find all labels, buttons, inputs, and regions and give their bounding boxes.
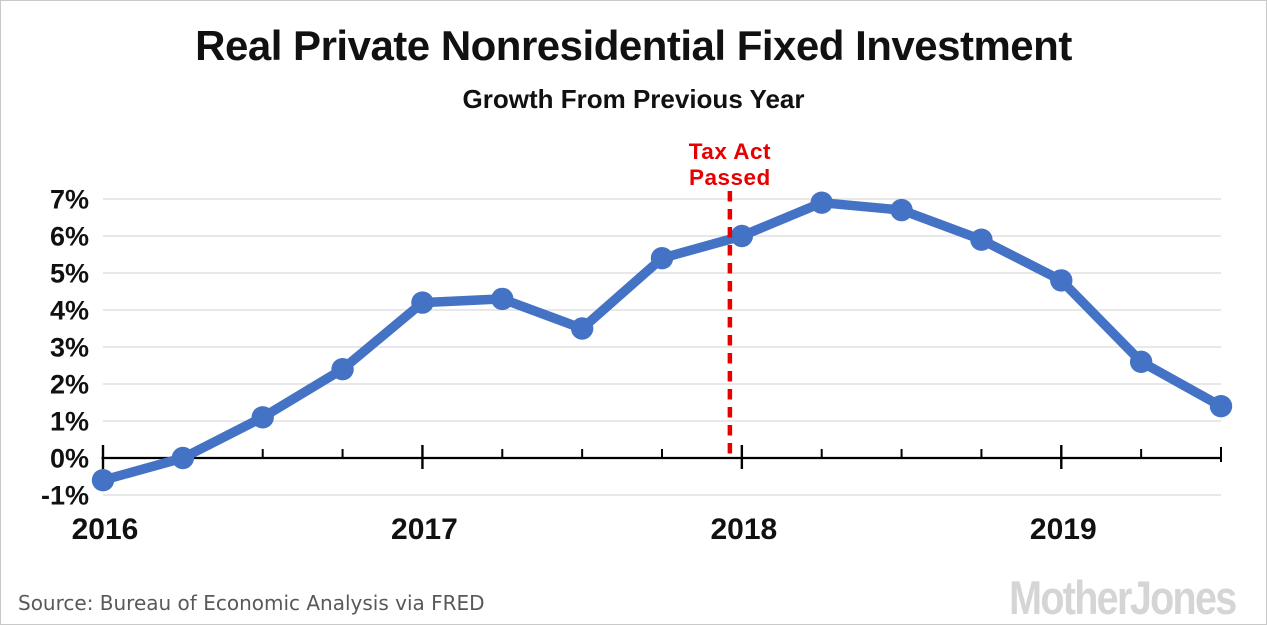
annotation-label: Passed (689, 165, 771, 190)
y-axis-tick-label: 6% (50, 222, 89, 252)
data-point (251, 406, 274, 429)
y-axis-tick-label: 4% (50, 296, 89, 326)
x-axis-year-label: 2018 (710, 513, 777, 546)
data-point (91, 469, 115, 492)
y-axis-tick-label: 7% (50, 185, 89, 215)
data-point (1209, 395, 1233, 418)
data-point (1050, 269, 1073, 292)
chart-title: Real Private Nonresidential Fixed Invest… (195, 22, 1072, 69)
data-point (491, 287, 514, 311)
data-point (890, 198, 913, 222)
data-point (411, 291, 434, 314)
data-line (98, 197, 1226, 485)
brand-logo: Mother Jones (1009, 571, 1238, 624)
data-point (171, 446, 195, 470)
x-axis-year-label: 2017 (391, 513, 458, 546)
data-point (570, 317, 594, 340)
chart-subtitle: Growth From Previous Year (462, 84, 805, 114)
source-note: Source: Bureau of Economic Analysis via … (18, 591, 485, 615)
data-point (1129, 350, 1153, 373)
x-axis-year-label: 2019 (1030, 513, 1097, 546)
y-axis-tick-label: 2% (50, 370, 89, 400)
data-point (810, 191, 833, 214)
y-axis-tick-label: 3% (50, 333, 89, 363)
y-axis-tick-label: 5% (50, 259, 89, 289)
annotation-label: Tax Act (689, 139, 771, 164)
data-point (970, 228, 993, 251)
y-axis-tick-label: 0% (50, 444, 89, 474)
data-point (730, 224, 754, 248)
data-point (650, 247, 674, 270)
y-axis-tick-label: 1% (50, 407, 89, 437)
y-axis-tick-label: -1% (41, 481, 89, 511)
x-axis-year-label: 2016 (72, 513, 139, 546)
data-point (331, 358, 354, 381)
